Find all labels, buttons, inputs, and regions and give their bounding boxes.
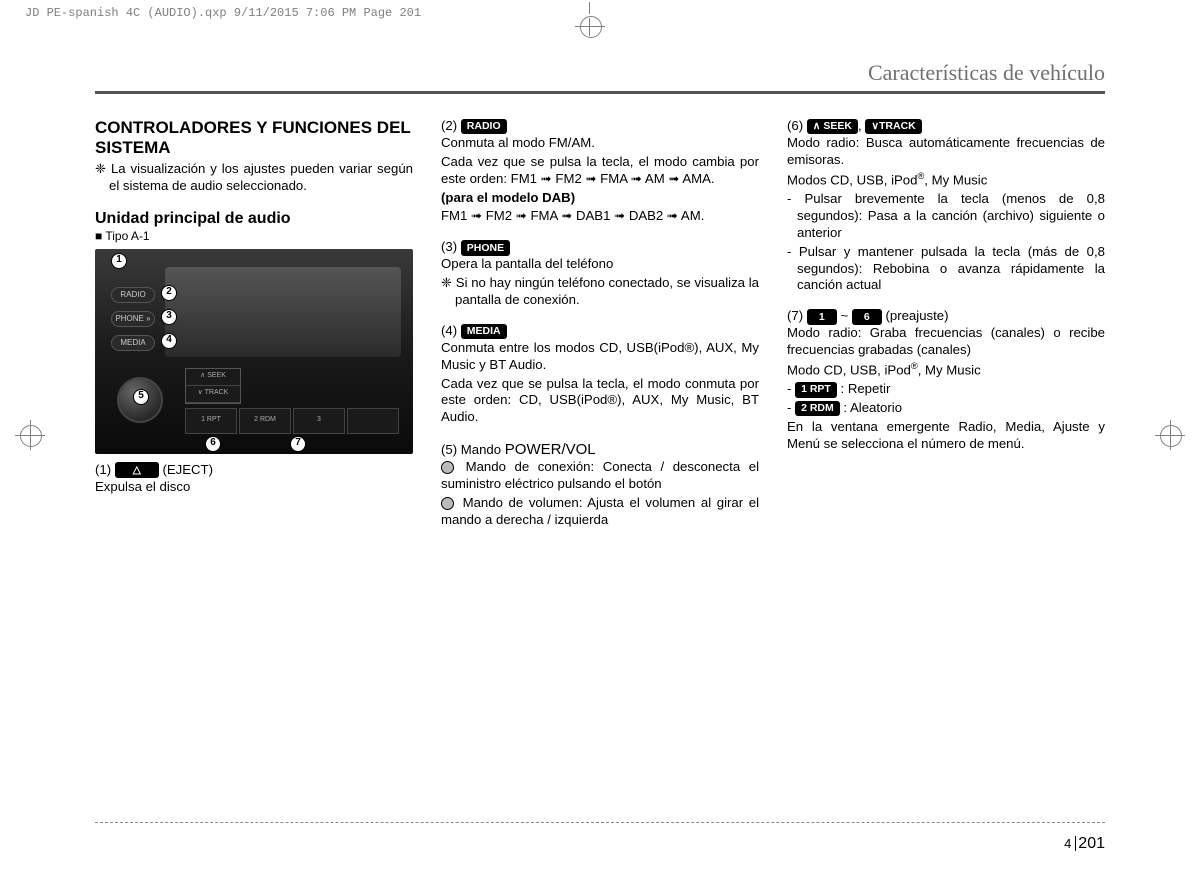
item-6-head: (6) ∧ SEEK, ∨TRACK bbox=[787, 118, 1105, 135]
phone-button-graphic: PHONE » bbox=[111, 311, 155, 327]
item-5-l2: Mando de volumen: Ajusta el volumen al g… bbox=[441, 495, 759, 529]
item-2-dab: FM1 ➟ FM2 ➟ FMA ➟ DAB1 ➟ DAB2 ➟ AM. bbox=[441, 208, 759, 225]
callout-1-icon: 1 bbox=[111, 253, 127, 269]
item-2-l2: Cada vez que se pulsa la tecla, el modo … bbox=[441, 154, 759, 188]
rpt-chip: 1 RPT bbox=[795, 382, 837, 398]
dial-icon bbox=[441, 461, 454, 474]
item-2-head: (2) RADIO bbox=[441, 118, 759, 135]
page-number: 4201 bbox=[1064, 835, 1105, 853]
item-6-l1: Modo radio: Busca automáticamente frecue… bbox=[787, 135, 1105, 169]
item-4-l1: Conmuta entre los modos CD, USB(iPod®), … bbox=[441, 340, 759, 374]
b2-pre: - bbox=[787, 400, 795, 415]
item-4-head: (4) MEDIA bbox=[441, 323, 759, 340]
item-6-b1: - Pulsar brevemente la tecla (menos de 0… bbox=[787, 191, 1105, 242]
item-6-sep: , bbox=[858, 118, 865, 133]
header-rule bbox=[95, 91, 1105, 94]
item-7-tail: (preajuste) bbox=[882, 308, 949, 323]
item-7-b1: - 1 RPT : Repetir bbox=[787, 381, 1105, 398]
preset-6-chip: 6 bbox=[852, 309, 882, 325]
main-title: CONTROLADORES Y FUNCIONES DEL SISTEMA bbox=[95, 118, 413, 157]
preset-4 bbox=[347, 408, 399, 434]
item-4-num: (4) bbox=[441, 323, 461, 338]
item-5-l1: Mando de conexión: Conecta / desconecta … bbox=[441, 459, 759, 493]
preset-3: 3 bbox=[293, 408, 345, 434]
crop-header: JD PE-spanish 4C (AUDIO).qxp 9/11/2015 7… bbox=[25, 6, 421, 20]
type-label: ■ Tipo A-1 bbox=[95, 229, 413, 244]
column-2: (2) RADIO Conmuta al modo FM/AM. Cada ve… bbox=[441, 118, 759, 531]
item-2-l1: Conmuta al modo FM/AM. bbox=[441, 135, 759, 152]
item-7-head: (7) 1 ~ 6 (preajuste) bbox=[787, 308, 1105, 325]
column-3: (6) ∧ SEEK, ∨TRACK Modo radio: Busca aut… bbox=[787, 118, 1105, 531]
audio-head-unit-image: RADIO PHONE » MEDIA ∧ SEEK ∨ TRACK 1 RPT… bbox=[95, 249, 413, 454]
item-5-head: (5) Mando POWER/VOL bbox=[441, 440, 759, 459]
item-3-head: (3) PHONE bbox=[441, 239, 759, 256]
crop-mark-top-icon bbox=[575, 4, 605, 34]
callout-3-icon: 3 bbox=[161, 309, 177, 325]
callout-5-icon: 5 bbox=[133, 389, 149, 405]
b1-pre: - bbox=[787, 381, 795, 396]
item-1-num: (1) bbox=[95, 462, 115, 477]
page-number-value: 201 bbox=[1078, 835, 1105, 852]
rdm-chip: 2 RDM bbox=[795, 401, 840, 417]
radio-button-graphic: RADIO bbox=[111, 287, 155, 303]
preset-1-chip: 1 bbox=[807, 309, 837, 325]
seek-track-graphic: ∧ SEEK ∨ TRACK bbox=[185, 368, 241, 404]
subheading-audio: Unidad principal de audio bbox=[95, 209, 413, 229]
item-1-body: Expulsa el disco bbox=[95, 479, 413, 496]
item-7-l3: En la ventana emergente Radio, Media, Aj… bbox=[787, 419, 1105, 453]
item-2-num: (2) bbox=[441, 118, 461, 133]
item-3-l2: ❈ Si no hay ningún teléfono conectado, s… bbox=[441, 275, 759, 309]
audio-display bbox=[165, 267, 401, 357]
phone-chip: PHONE bbox=[461, 240, 510, 256]
item-5-num: (5) Mando bbox=[441, 442, 505, 457]
callout-6-icon: 6 bbox=[205, 436, 221, 452]
item-3-num: (3) bbox=[441, 239, 461, 254]
radio-chip: RADIO bbox=[461, 119, 507, 135]
dial-icon bbox=[441, 497, 454, 510]
callout-7-icon: 7 bbox=[290, 436, 306, 452]
section-number: 4 bbox=[1064, 836, 1076, 851]
seek-up-label: ∧ SEEK bbox=[186, 369, 240, 386]
item-3-l1: Opera la pantalla del teléfono bbox=[441, 256, 759, 273]
breadcrumb: Características de vehículo bbox=[95, 60, 1105, 91]
callout-4-icon: 4 bbox=[161, 333, 177, 349]
preset-row-graphic: 1 RPT 2 RDM 3 bbox=[185, 408, 399, 434]
b1-post: : Repetir bbox=[837, 381, 891, 396]
eject-chip: △ bbox=[115, 462, 159, 478]
item-7-num: (7) bbox=[787, 308, 807, 323]
item-6-b2: - Pulsar y mantener pulsada la tecla (má… bbox=[787, 244, 1105, 295]
columns: CONTROLADORES Y FUNCIONES DEL SISTEMA ❈ … bbox=[95, 118, 1105, 531]
item-7-tilde: ~ bbox=[837, 308, 852, 323]
item-6-l2: Modos CD, USB, iPod®, My Music bbox=[787, 171, 1105, 189]
footer-dashed-rule bbox=[95, 822, 1105, 823]
power-vol-label: POWER/VOL bbox=[505, 441, 596, 458]
item-5-l2-text: Mando de volumen: Ajusta el volumen al g… bbox=[441, 495, 759, 527]
crop-mark-left-icon bbox=[15, 420, 45, 450]
item-7-l2: Modo CD, USB, iPod®, My Music bbox=[787, 361, 1105, 379]
crop-mark-right-icon bbox=[1155, 420, 1185, 450]
seek-dn-label: ∨ TRACK bbox=[186, 386, 240, 403]
callout-2-icon: 2 bbox=[161, 285, 177, 301]
item-5-l1-text: Mando de conexión: Conecta / desconecta … bbox=[441, 459, 759, 491]
item-2-dab-title: (para el modelo DAB) bbox=[441, 190, 759, 207]
system-note: ❈ La visualización y los ajustes pueden … bbox=[95, 161, 413, 195]
seek-chip: ∧ SEEK bbox=[807, 119, 858, 135]
item-1-tail: (EJECT) bbox=[159, 462, 213, 477]
media-button-graphic: MEDIA bbox=[111, 335, 155, 351]
media-chip: MEDIA bbox=[461, 324, 507, 340]
b2-post: : Aleatorio bbox=[840, 400, 902, 415]
item-7-b2: - 2 RDM : Aleatorio bbox=[787, 400, 1105, 417]
item-1: (1) △ (EJECT) bbox=[95, 462, 413, 479]
item-7-l1: Modo radio: Graba frecuencias (canales) … bbox=[787, 325, 1105, 359]
preset-2: 2 RDM bbox=[239, 408, 291, 434]
track-chip: ∨TRACK bbox=[865, 119, 921, 135]
page-content: Características de vehículo CONTROLADORE… bbox=[95, 60, 1105, 835]
item-6-num: (6) bbox=[787, 118, 807, 133]
item-4-l2: Cada vez que se pulsa la tecla, el modo … bbox=[441, 376, 759, 427]
column-1: CONTROLADORES Y FUNCIONES DEL SISTEMA ❈ … bbox=[95, 118, 413, 531]
preset-1: 1 RPT bbox=[185, 408, 237, 434]
